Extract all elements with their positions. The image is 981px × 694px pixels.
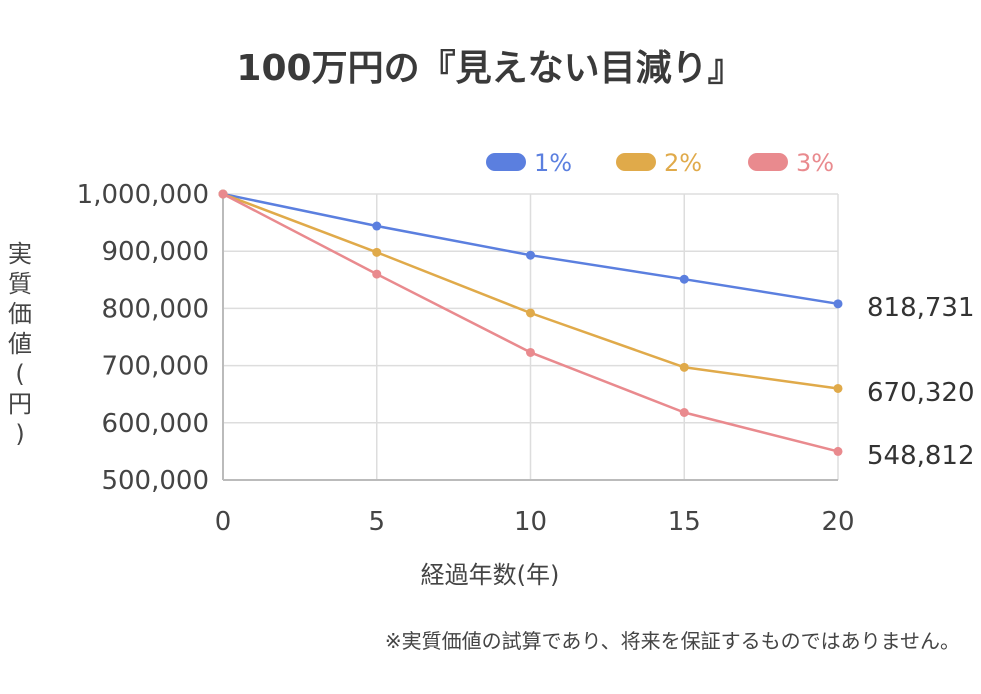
x-axis-title: 経過年数(年) [421, 561, 560, 589]
x-tick-label: 20 [821, 507, 854, 537]
series-layer [218, 189, 843, 456]
legend-swatch [748, 153, 788, 171]
data-point [526, 250, 535, 260]
chart-note: ※実質価値の試算であり、将来を保証するものではありません。 [385, 629, 960, 653]
data-point [372, 247, 382, 257]
end-labels: 818,731 670,320 548,812 [867, 293, 975, 471]
legend-label: 2% [664, 149, 702, 177]
y-axis-title-char: 実 [8, 240, 32, 268]
y-axis-title-char: ( [15, 360, 24, 388]
series-end-label: 670,320 [867, 378, 975, 408]
data-point [372, 221, 382, 231]
x-tick-label: 15 [668, 507, 701, 537]
data-point [833, 446, 843, 456]
x-tick-label: 10 [514, 507, 547, 537]
series-end-label: 548,812 [867, 441, 975, 471]
y-axis-title: 実質価値(円) [8, 240, 32, 448]
data-point [833, 383, 843, 393]
y-axis-title-char: 価 [8, 300, 32, 328]
legend-label: 1% [534, 149, 572, 177]
data-point [679, 274, 689, 284]
y-tick-label: 600,000 [101, 409, 209, 439]
chart-title: 100万円の『見えない目減り』 [236, 48, 743, 89]
data-point [526, 347, 535, 357]
data-point [526, 308, 535, 318]
data-point [679, 408, 689, 418]
x-tick-label: 0 [215, 507, 232, 537]
legend-label: 3% [796, 149, 834, 177]
data-point [218, 189, 228, 199]
y-tick-label: 900,000 [101, 237, 209, 267]
y-tick-label: 800,000 [101, 294, 209, 324]
series-end-label: 818,731 [867, 293, 975, 323]
y-axis-title-char: ) [15, 420, 24, 448]
legend-swatch [486, 153, 526, 171]
data-point [833, 299, 843, 309]
y-axis-title-char: 円 [8, 390, 32, 418]
y-tick-label: 700,000 [101, 352, 209, 382]
data-point [372, 269, 382, 279]
y-axis-title-char: 質 [8, 270, 32, 298]
legend-swatch [616, 153, 656, 171]
y-tick-label: 500,000 [101, 466, 209, 496]
y-tick-label: 1,000,000 [77, 180, 209, 210]
data-point [679, 362, 689, 372]
axis-layer: 1,000,000 900,000 800,000 700,000 600,000 500… [77, 180, 855, 537]
y-axis-title-char: 値 [8, 330, 32, 358]
x-tick-label: 5 [368, 507, 385, 537]
legend: 1% 2% 3% [486, 149, 834, 177]
grid-layer [222, 193, 839, 481]
